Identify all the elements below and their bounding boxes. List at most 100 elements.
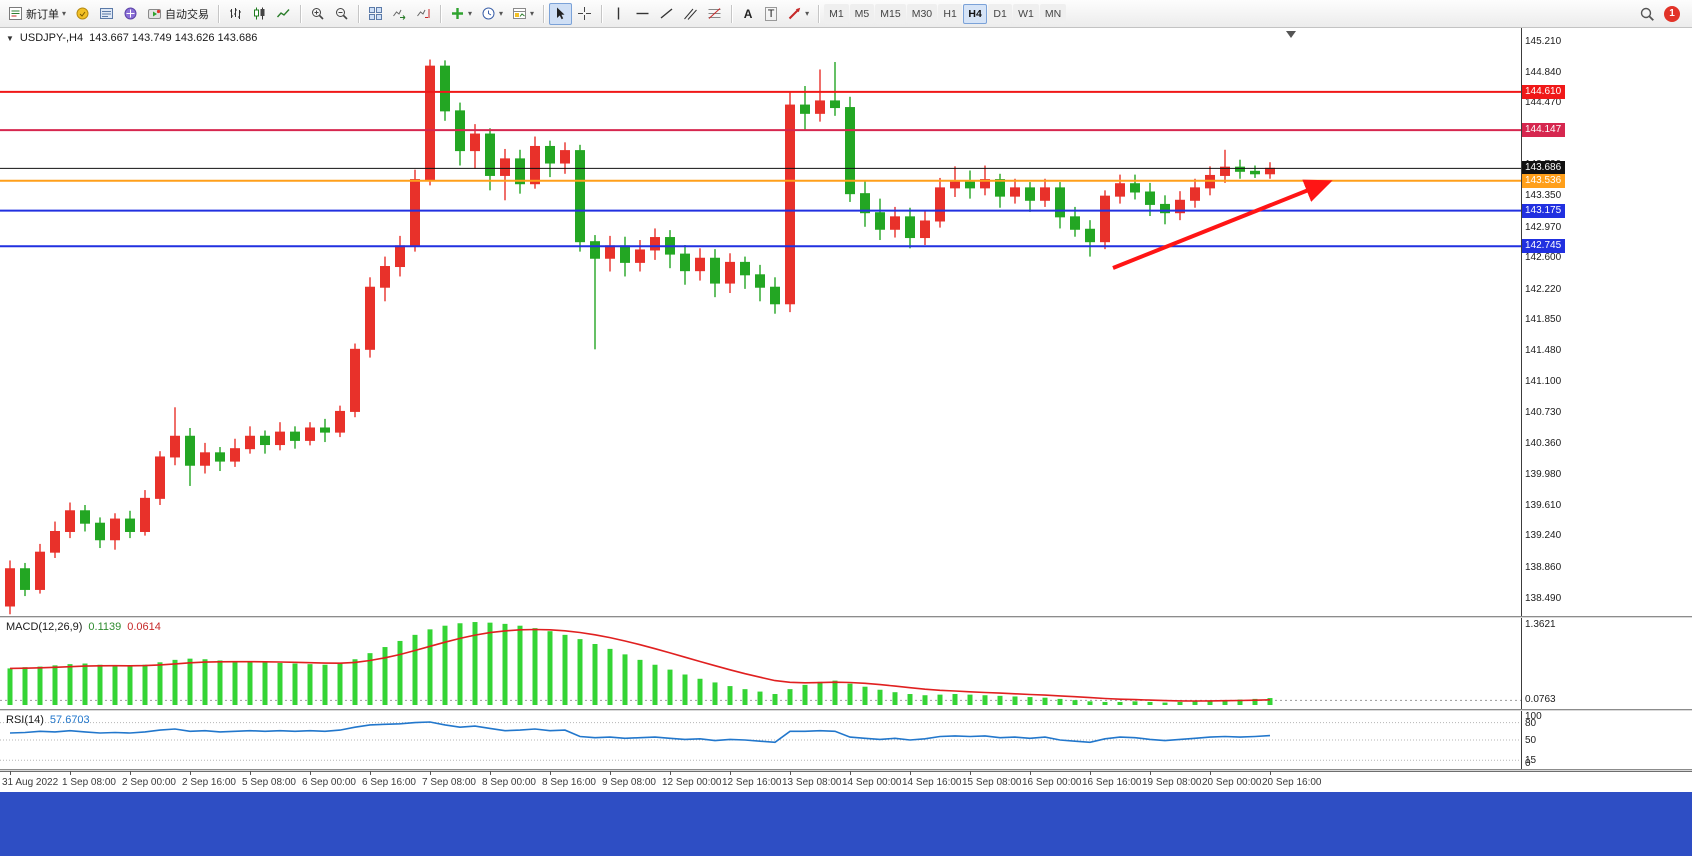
candle [95, 517, 105, 549]
macd-histogram-bar [1177, 701, 1183, 705]
candle [1040, 178, 1050, 207]
bar-chart-button[interactable] [224, 3, 247, 25]
text-tool-button[interactable]: A [737, 3, 759, 25]
chart-title: ▼ USDJPY-,H4 143.667 143.749 143.626 143… [6, 32, 257, 44]
candle [575, 144, 585, 252]
candle [875, 198, 885, 241]
candle [380, 256, 390, 302]
candle [755, 264, 765, 302]
trendline-icon [659, 6, 674, 21]
search-button[interactable] [1635, 3, 1659, 25]
tile-windows-button[interactable] [364, 3, 387, 25]
candle [395, 235, 405, 277]
candle [275, 422, 285, 451]
timeframe-button-H4[interactable]: H4 [963, 3, 988, 24]
new-order-button[interactable]: 新订单 ▾ [4, 3, 70, 25]
candle [110, 513, 120, 550]
macd-value: 0.1139 [88, 621, 122, 633]
candle [305, 422, 315, 446]
candle [1025, 182, 1035, 212]
templates-icon [512, 6, 527, 21]
candle [455, 102, 465, 166]
macd-histogram-bar [1207, 700, 1213, 705]
candle [50, 521, 60, 558]
macd-histogram-bar [1237, 699, 1243, 705]
chart-shift-icon [416, 6, 431, 21]
add-indicator-button[interactable]: ▾ [446, 3, 476, 25]
candlestick-chart-button[interactable] [248, 3, 271, 25]
macd-histogram-bar [352, 659, 358, 705]
candle [155, 451, 165, 505]
timeframe-button-H1[interactable]: H1 [938, 3, 963, 24]
time-axis[interactable] [0, 771, 1692, 792]
macd-histogram-bar [712, 682, 718, 705]
candle [365, 277, 375, 358]
vertical-line-button[interactable] [607, 3, 630, 25]
macd-histogram-bar [502, 623, 508, 705]
timeframe-button-M1[interactable]: M1 [824, 3, 849, 24]
notification-badge[interactable]: 1 [1664, 5, 1680, 22]
price-chart-canvas[interactable] [0, 28, 1692, 616]
zoom-in-button[interactable] [306, 3, 329, 25]
timeframe-button-MN[interactable]: MN [1039, 3, 1067, 24]
panel-splitter[interactable] [0, 616, 1692, 618]
macd-histogram-bar [1072, 700, 1078, 705]
macd-histogram-bar [412, 634, 418, 705]
macd-histogram-bar [772, 694, 778, 705]
macd-histogram-bar [457, 623, 463, 705]
candle [245, 426, 255, 454]
candle [125, 510, 135, 539]
panel-splitter[interactable] [0, 709, 1692, 711]
templates-button[interactable]: ▾ [508, 3, 538, 25]
symbol-period-label: USDJPY-,H4 [19, 32, 84, 44]
line-chart-icon [276, 6, 291, 21]
line-chart-button[interactable] [272, 3, 295, 25]
text-label-button[interactable]: T [760, 3, 782, 25]
data-window-button[interactable] [95, 3, 118, 25]
macd-name: MACD(12,26,9) [6, 621, 83, 633]
timeframe-button-D1[interactable]: D1 [988, 3, 1013, 24]
auto-scroll-button[interactable] [388, 3, 411, 25]
candle [320, 418, 330, 443]
macd-histogram-bar [427, 629, 433, 705]
macd-panel-canvas[interactable] [0, 618, 1692, 709]
market-watch-button[interactable] [71, 3, 94, 25]
macd-histogram-bar [97, 664, 103, 705]
macd-histogram-bar [817, 681, 823, 705]
horizontal-line-icon [635, 6, 650, 21]
macd-histogram-bar [937, 694, 943, 705]
trendline-button[interactable] [655, 3, 678, 25]
macd-histogram-bar [892, 692, 898, 705]
rsi-panel-canvas[interactable] [0, 711, 1692, 769]
equidistant-channel-icon [683, 6, 698, 21]
autotrading-button[interactable]: 自动交易 [143, 3, 213, 25]
horizontal-line-button[interactable] [631, 3, 654, 25]
macd-histogram-bar [472, 622, 478, 705]
macd-histogram-bar [307, 664, 313, 705]
one-click-trading-toggle[interactable]: ▼ [6, 33, 14, 43]
candle [800, 86, 810, 130]
chart-shift-button[interactable] [412, 3, 435, 25]
candle [995, 173, 1005, 208]
cursor-button[interactable] [549, 2, 573, 25]
bar-chart-icon [228, 6, 243, 21]
timeframe-button-W1[interactable]: W1 [1013, 3, 1039, 24]
timeframe-button-M15[interactable]: M15 [875, 3, 906, 24]
macd-histogram-bar [862, 686, 868, 705]
zoom-out-button[interactable] [330, 3, 353, 25]
timeframe-button-M30[interactable]: M30 [906, 3, 938, 24]
fibonacci-button[interactable] [703, 3, 726, 25]
candle [815, 69, 825, 122]
periods-button[interactable]: ▾ [477, 3, 507, 25]
equidistant-channel-button[interactable] [679, 3, 702, 25]
navigator-button[interactable] [119, 3, 142, 25]
arrows-tool-button[interactable]: ▾ [783, 3, 813, 25]
crosshair-button[interactable] [573, 3, 596, 25]
macd-histogram-bar [292, 663, 298, 705]
panel-splitter[interactable] [0, 769, 1692, 771]
macd-histogram-bar [187, 658, 193, 705]
timeframe-button-M5[interactable]: M5 [849, 3, 875, 24]
rsi-line [9, 721, 1271, 744]
candle [440, 60, 450, 121]
macd-histogram-bar [922, 695, 928, 705]
